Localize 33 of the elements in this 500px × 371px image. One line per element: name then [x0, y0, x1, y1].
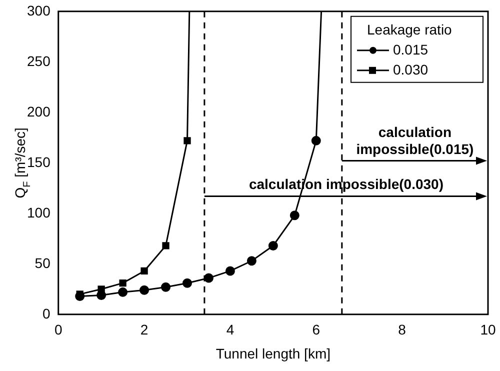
y-tick-label: 300 — [27, 2, 51, 18]
point — [140, 285, 150, 295]
y-tick-label: 50 — [34, 254, 51, 271]
x-tick-label: 2 — [140, 322, 148, 338]
point — [161, 282, 171, 292]
point — [246, 256, 256, 266]
point — [98, 286, 105, 293]
x-tick-label: 10 — [480, 322, 496, 338]
legend-label: 0.015 — [393, 41, 428, 58]
point — [204, 273, 214, 283]
y-tick-label: 150 — [27, 154, 51, 170]
x-tick-label: 8 — [398, 322, 406, 338]
x-tick-label: 0 — [54, 322, 62, 338]
x-tick-label: 6 — [312, 322, 320, 338]
point — [140, 267, 148, 275]
legend-title: Leakage ratio — [367, 21, 452, 38]
point — [311, 136, 321, 146]
y-tick-label: 100 — [27, 204, 51, 220]
legend-label: 0.030 — [393, 61, 428, 78]
point — [184, 137, 191, 144]
x-tick-label: 4 — [226, 322, 234, 338]
y-tick-label: 250 — [27, 52, 51, 69]
point — [290, 210, 300, 220]
y-tick-label: 200 — [27, 103, 51, 120]
point — [162, 242, 170, 250]
annotation: calculation impossible(0.015) — [356, 124, 474, 157]
point — [182, 278, 192, 288]
point — [118, 287, 128, 297]
y-tick-label: 0 — [42, 305, 51, 322]
point — [225, 266, 235, 276]
point — [119, 280, 126, 287]
x-axis-title: Tunnel length [km] — [216, 345, 331, 362]
point — [268, 240, 278, 250]
